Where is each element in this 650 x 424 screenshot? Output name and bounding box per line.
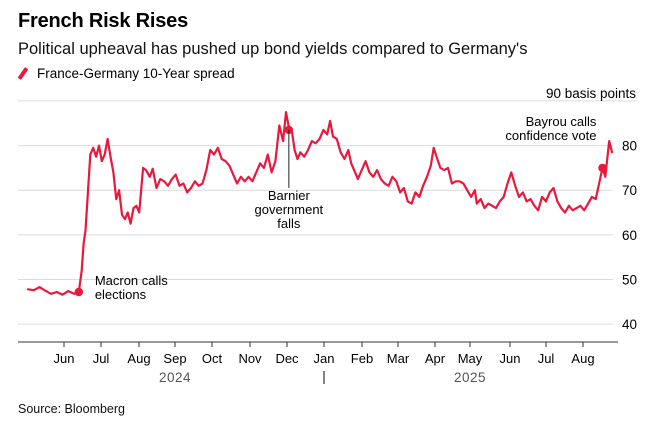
series-line [26, 111, 614, 296]
x-tick-label: Aug [127, 351, 150, 366]
annotation-dot [598, 163, 607, 173]
legend-label: France-Germany 10-Year spread [37, 66, 235, 81]
x-tick-label: Dec [275, 351, 299, 366]
x-tick-label: Feb [351, 351, 373, 366]
x-tick-label: May [458, 351, 483, 366]
annotation-text: Macron calls [95, 273, 168, 288]
source-note: Source: Bloomberg [18, 402, 126, 416]
annotation-text: Barnier [268, 188, 311, 203]
annotation-dot [74, 287, 84, 297]
series-layer [26, 111, 614, 296]
x-tick-label: Sep [163, 351, 186, 366]
y-unit-label: 90 basis points [546, 86, 636, 101]
axis-layer: 90 basis points 40 50 60 70 80 Jun Jul Aug Sep Oct… [18, 86, 637, 385]
annotation-text: Bayrou calls [526, 114, 597, 129]
x-tick-label: Jul [538, 351, 555, 366]
y-tick-label: 70 [622, 183, 637, 198]
x-tick-label: Mar [387, 351, 410, 366]
year-label: 2025 [454, 370, 486, 385]
grid-layer [18, 100, 637, 325]
annotation-text: confidence vote [505, 128, 596, 143]
y-tick-label: 60 [622, 228, 637, 243]
chart-title: French Risk Rises [18, 10, 189, 32]
y-tick-label: 80 [622, 139, 637, 154]
year-label: 2024 [159, 370, 191, 385]
x-tick-label: Jul [93, 351, 110, 366]
x-tick-label: Apr [425, 351, 446, 366]
x-tick-label: Oct [202, 351, 223, 366]
x-tick-label: Jun [500, 351, 521, 366]
x-tick-label: Jun [54, 351, 75, 366]
legend: France-Germany 10-Year spread [17, 66, 235, 81]
y-tick-label: 40 [622, 317, 637, 332]
x-tick-label: Nov [238, 351, 262, 366]
x-tick-label: Jan [314, 351, 335, 366]
annotation-text: falls [277, 216, 301, 231]
chart-subtitle: Political upheaval has pushed up bond yi… [18, 40, 528, 58]
annotation-text: government [255, 202, 324, 217]
y-tick-label: 50 [622, 273, 637, 288]
annotation-text: elections [95, 287, 147, 302]
x-tick-label: Aug [571, 351, 594, 366]
